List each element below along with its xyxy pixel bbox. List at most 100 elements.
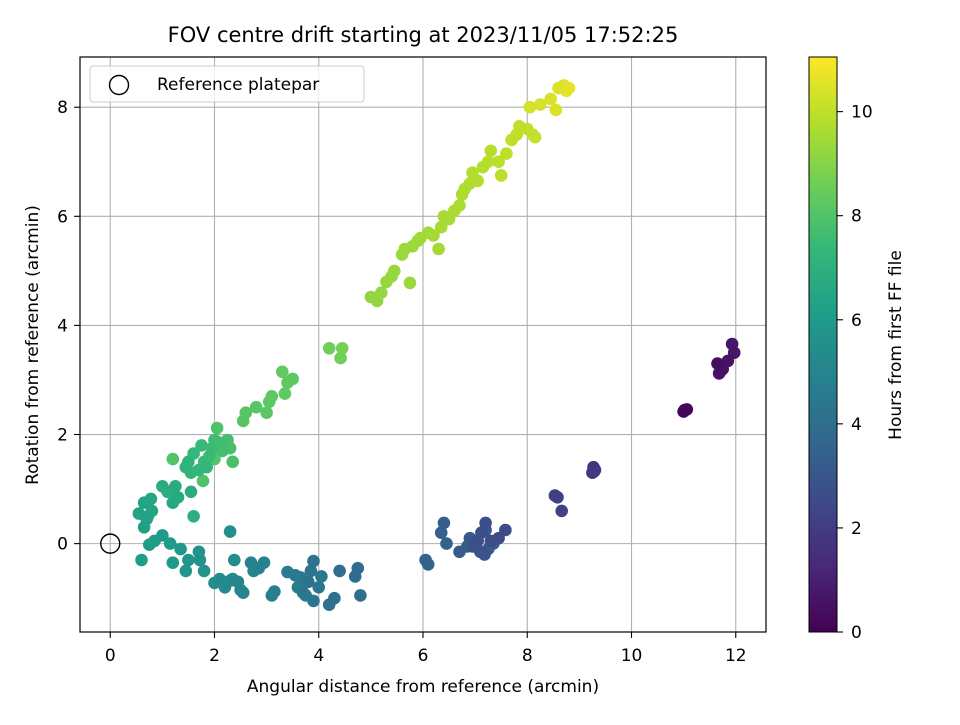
chart-title: FOV centre drift starting at 2023/11/05 … bbox=[168, 23, 679, 47]
scatter-point bbox=[677, 405, 690, 418]
x-tick-label: 12 bbox=[725, 646, 747, 666]
scatter-point bbox=[179, 564, 193, 578]
scatter-point bbox=[549, 103, 563, 117]
scatter-point bbox=[466, 166, 479, 179]
x-tick-label: 2 bbox=[209, 646, 220, 666]
scatter-point bbox=[163, 537, 177, 550]
scatter-point bbox=[335, 342, 349, 355]
y-tick-label: 0 bbox=[57, 535, 68, 555]
scatter-point bbox=[548, 489, 562, 502]
scatter-point bbox=[203, 450, 216, 463]
scatter-point bbox=[260, 406, 273, 420]
scatter-point bbox=[302, 575, 315, 589]
scatter-point bbox=[236, 414, 250, 428]
scatter-point bbox=[475, 526, 488, 539]
scatter-point bbox=[278, 387, 292, 400]
scatter-point bbox=[223, 525, 237, 538]
scatter-point bbox=[484, 144, 498, 158]
legend-label-reference: Reference platepar bbox=[157, 75, 319, 95]
scatter-point bbox=[182, 553, 195, 567]
scatter-point bbox=[434, 220, 448, 234]
scatter-point bbox=[193, 553, 207, 567]
colorbar-tick-label: 4 bbox=[851, 415, 862, 435]
scatter-point bbox=[711, 357, 724, 370]
scatter-point bbox=[265, 589, 279, 602]
scatter-point bbox=[432, 242, 445, 256]
y-tick-label: 4 bbox=[57, 316, 68, 336]
scatter-point bbox=[544, 92, 557, 106]
scatter-point bbox=[166, 556, 180, 569]
scatter-point bbox=[307, 554, 320, 568]
scatter-point bbox=[476, 160, 490, 174]
scatter-point bbox=[437, 516, 451, 530]
scatter-point bbox=[257, 556, 271, 569]
scatter-point bbox=[166, 496, 180, 510]
colorbar-tick-label: 8 bbox=[851, 207, 862, 227]
colorbar-ticks: 0 2 4 6 8 10 bbox=[837, 103, 873, 643]
scatter-point bbox=[354, 589, 367, 602]
colorbar-tick-label: 0 bbox=[851, 623, 862, 643]
scatter-point bbox=[364, 290, 378, 304]
scatter-point bbox=[586, 466, 599, 480]
scatter-point bbox=[494, 169, 508, 182]
scatter-point bbox=[281, 376, 294, 390]
scatter-point bbox=[500, 147, 513, 160]
scatter-point bbox=[184, 485, 198, 499]
colorbar-tick-label: 2 bbox=[851, 519, 862, 539]
colorbar: 0 2 4 6 8 10 Hours from first FF file bbox=[808, 56, 906, 643]
x-axis-label: Angular distance from reference (arcmin) bbox=[247, 677, 599, 697]
scatter-point bbox=[315, 570, 328, 583]
legend: Reference platepar bbox=[89, 65, 365, 103]
scatter-point bbox=[455, 188, 469, 201]
scatter-point bbox=[166, 452, 180, 466]
scatter-point bbox=[231, 575, 245, 589]
scatter-point bbox=[226, 455, 239, 469]
scatter-point bbox=[322, 342, 336, 355]
y-tick-label: 8 bbox=[57, 98, 68, 118]
scatter-point bbox=[187, 510, 200, 523]
x-tick-label: 6 bbox=[418, 646, 429, 666]
scatter-point bbox=[262, 395, 276, 409]
scatter-point bbox=[322, 598, 336, 611]
scatter-point bbox=[725, 337, 739, 351]
scatter-point bbox=[434, 526, 448, 539]
scatter-point bbox=[351, 561, 365, 575]
x-tick-label: 0 bbox=[105, 646, 116, 666]
scatter-point bbox=[419, 553, 432, 567]
scatter-point bbox=[296, 586, 310, 599]
scatter-point bbox=[135, 553, 148, 567]
grid-layer bbox=[80, 57, 766, 632]
scatter-point bbox=[307, 594, 320, 608]
scatter-point bbox=[169, 480, 182, 493]
scatter-point bbox=[333, 564, 346, 578]
scatter-point bbox=[137, 521, 151, 534]
scatter-point bbox=[505, 133, 518, 147]
scatter-point bbox=[156, 529, 169, 542]
scatter-point bbox=[195, 439, 208, 452]
scatter-point bbox=[197, 564, 211, 578]
x-tick-label: 8 bbox=[522, 646, 533, 666]
colorbar-tick-label: 10 bbox=[851, 103, 873, 123]
scatter-point bbox=[395, 248, 409, 261]
scatter-point bbox=[249, 400, 263, 414]
scatter-point bbox=[210, 421, 224, 435]
colorbar-label: Hours from first FF file bbox=[886, 250, 906, 440]
scatter-point bbox=[304, 564, 318, 578]
scatter-point bbox=[228, 553, 241, 567]
scatter-point bbox=[453, 545, 466, 559]
scatter-point bbox=[555, 504, 568, 518]
scatter-point bbox=[137, 496, 151, 510]
y-axis-label: Rotation from reference (arcmin) bbox=[23, 205, 43, 485]
scatter-point bbox=[403, 276, 417, 290]
scatter-point bbox=[218, 581, 232, 594]
scatter-point bbox=[479, 516, 492, 530]
colorbar-tick-label: 6 bbox=[851, 311, 862, 331]
y-tick-label: 6 bbox=[57, 207, 68, 227]
scatter-point bbox=[552, 81, 565, 95]
points-layer bbox=[100, 79, 741, 611]
reference-platepar-marker bbox=[100, 533, 121, 554]
ticks-layer: 0 2 4 6 8 10 12 0 2 4 6 8 bbox=[57, 98, 746, 666]
